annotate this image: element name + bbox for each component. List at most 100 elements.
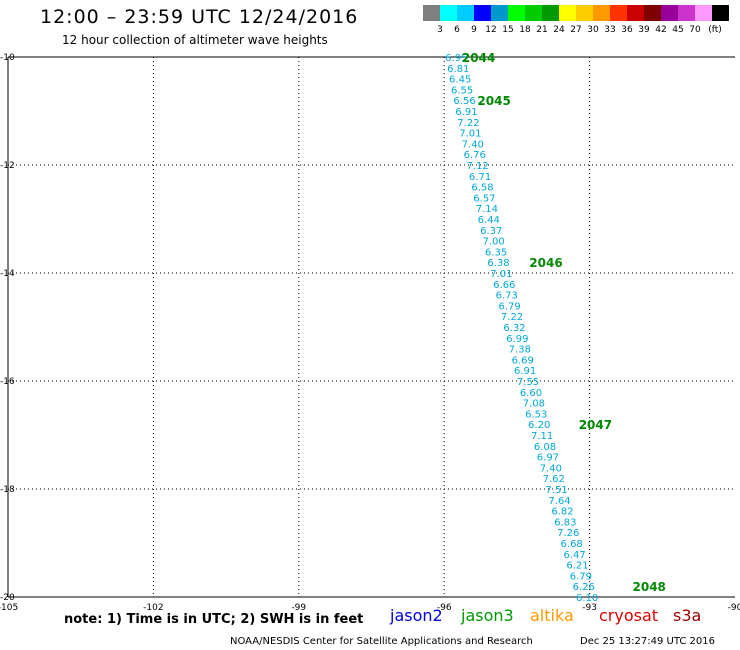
wave-height-label: 6.08 bbox=[534, 442, 556, 453]
wave-height-label: 6.79 bbox=[570, 571, 592, 582]
wave-height-label: 7.51 bbox=[546, 485, 568, 496]
wave-height-label: 6.68 bbox=[561, 539, 583, 550]
wave-height-label: 6.20 bbox=[528, 420, 550, 431]
color-swatch bbox=[576, 5, 593, 21]
time-label: 2047 bbox=[579, 418, 612, 432]
color-swatch bbox=[457, 5, 474, 21]
wave-height-label: 6.21 bbox=[566, 561, 588, 572]
color-scale-label: 42 bbox=[655, 25, 666, 35]
color-scale-label: 21 bbox=[536, 25, 547, 35]
wave-height-label: 6.82 bbox=[551, 507, 573, 518]
color-scale-label: 18 bbox=[519, 25, 531, 35]
time-label: 2048 bbox=[633, 580, 666, 594]
color-swatch bbox=[423, 5, 440, 21]
wave-height-label: 6.32 bbox=[503, 323, 525, 334]
wave-height-label: 6.81 bbox=[447, 64, 469, 75]
color-scale-label: 39 bbox=[638, 25, 650, 35]
wave-height-label: 7.08 bbox=[523, 399, 545, 410]
color-scale-label: 70 bbox=[689, 25, 701, 35]
color-scale-label: 30 bbox=[587, 25, 599, 35]
wave-height-label: 7.64 bbox=[548, 496, 570, 507]
x-tick-label: -99 bbox=[291, 603, 306, 610]
wave-height-label: 6.73 bbox=[496, 291, 518, 302]
wave-height-label: 6.83 bbox=[554, 517, 576, 528]
color-scale-label: 15 bbox=[502, 25, 513, 35]
time-label: 2044 bbox=[462, 51, 495, 65]
wave-height-label: 6.79 bbox=[498, 301, 520, 312]
color-swatch bbox=[542, 5, 559, 21]
wave-height-label: 7.12 bbox=[467, 161, 489, 172]
wave-height-label: 6.71 bbox=[469, 172, 491, 183]
color-swatch bbox=[508, 5, 525, 21]
legend-jason3: jason3 bbox=[461, 606, 514, 625]
time-label: 2046 bbox=[529, 256, 562, 270]
legend-altika: altika bbox=[530, 606, 574, 625]
wave-height-label: 7.40 bbox=[462, 139, 484, 150]
wave-height-label: 6.57 bbox=[473, 193, 495, 204]
wave-height-label: 6.76 bbox=[464, 150, 486, 161]
x-tick-label: -105 bbox=[0, 603, 18, 610]
wave-height-label: 6.10 bbox=[576, 593, 598, 604]
wave-height-label: 7.22 bbox=[457, 118, 479, 129]
legend-s3a: s3a bbox=[673, 606, 702, 625]
color-swatch bbox=[627, 5, 644, 21]
color-swatch bbox=[491, 5, 508, 21]
wave-height-label: 7.38 bbox=[509, 345, 531, 356]
wave-height-label: 6.91 bbox=[455, 107, 477, 118]
y-tick-label: -20 bbox=[0, 593, 15, 603]
color-swatch bbox=[559, 5, 576, 21]
wave-height-label: 6.35 bbox=[485, 247, 507, 258]
wave-height-label: 6.97 bbox=[537, 453, 559, 464]
wave-height-label: 6.99 bbox=[506, 334, 528, 345]
wave-height-label: 6.56 bbox=[453, 96, 475, 107]
units-note: note: 1) Time is in UTC; 2) SWH is in fe… bbox=[64, 612, 364, 627]
color-swatch bbox=[440, 5, 457, 21]
wave-height-label: 6.37 bbox=[480, 226, 502, 237]
color-scale-label: 24 bbox=[553, 25, 565, 35]
wave-height-label: 6.47 bbox=[563, 550, 585, 561]
wave-height-label: 7.40 bbox=[540, 463, 562, 474]
wave-height-label: 6.38 bbox=[487, 258, 509, 269]
wave-height-label: 7.14 bbox=[476, 204, 498, 215]
footer-timestamp: Dec 25 13:27:49 UTC 2016 bbox=[580, 636, 715, 647]
color-swatch bbox=[610, 5, 627, 21]
color-swatch bbox=[678, 5, 695, 21]
wave-height-label: 6.26 bbox=[573, 582, 595, 593]
color-swatch bbox=[712, 5, 729, 21]
color-scale-label: 36 bbox=[621, 25, 633, 35]
color-swatch bbox=[661, 5, 678, 21]
wave-height-label: 7.00 bbox=[483, 237, 505, 248]
color-scale-label: 33 bbox=[604, 25, 615, 35]
color-scale-label: 3 bbox=[437, 25, 443, 35]
wave-height-label: 7.01 bbox=[459, 129, 481, 140]
wave-height-label: 6.95 bbox=[445, 53, 467, 64]
wave-height-label: 6.58 bbox=[471, 183, 493, 194]
color-scale-label: 9 bbox=[471, 25, 477, 35]
wave-height-label: 6.55 bbox=[451, 85, 473, 96]
y-tick-label: -12 bbox=[0, 161, 15, 171]
color-scale-unit: (ft) bbox=[708, 25, 722, 35]
wave-height-label: 6.45 bbox=[449, 75, 471, 86]
x-tick-label: -93 bbox=[582, 603, 597, 610]
wave-height-label: 7.55 bbox=[517, 377, 539, 388]
color-scale-legend: 3 6 9 12 15 18 21 24 27 30 33 36 39 42 45 70 (ft) bbox=[423, 5, 729, 35]
color-swatch bbox=[644, 5, 661, 21]
wave-height-label: 6.53 bbox=[525, 409, 547, 420]
footer-credit: NOAA/NESDIS Center for Satellite Applica… bbox=[230, 636, 533, 647]
x-tick-label: -90 bbox=[728, 603, 740, 610]
y-tick-label: -18 bbox=[0, 485, 15, 495]
wave-height-label: 6.66 bbox=[493, 280, 515, 291]
wave-height-label: 7.62 bbox=[543, 474, 565, 485]
y-tick-label: -10 bbox=[0, 53, 15, 63]
color-swatch bbox=[525, 5, 542, 21]
x-tick-label: -96 bbox=[437, 603, 452, 610]
wave-height-plot: -105 -102 -99 -96 -93 -90 -10 -12 -14 -16 -18 -20 6.… bbox=[0, 51, 740, 610]
y-tick-label: -16 bbox=[0, 377, 15, 387]
wave-height-label: 7.11 bbox=[531, 431, 553, 442]
wave-height-label: 7.26 bbox=[557, 528, 579, 539]
wave-height-label: 6.91 bbox=[514, 366, 536, 377]
wave-height-label: 6.60 bbox=[520, 388, 542, 399]
page-title: 12:00 – 23:59 UTC 12/24/2016 bbox=[40, 6, 359, 28]
legend-jason2: jason2 bbox=[390, 606, 443, 625]
color-scale-label: 27 bbox=[570, 25, 581, 35]
